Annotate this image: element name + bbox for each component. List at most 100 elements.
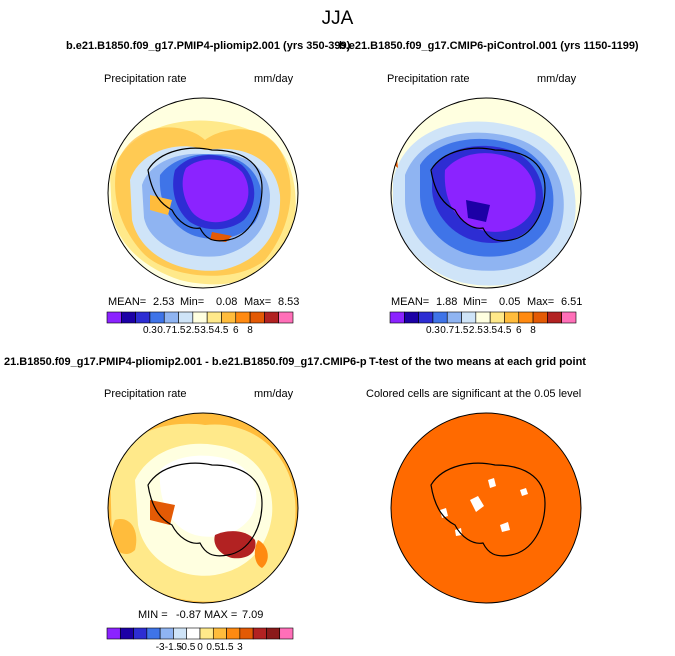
panel1-colorbar-tick-0: 0.3 xyxy=(143,325,157,336)
panel1-colorbar-box-12 xyxy=(278,311,294,324)
panel4-significance-label: Colored cells are significant at the 0.0… xyxy=(366,388,582,400)
panel2-colorbar-tick-6: 6 xyxy=(516,325,522,336)
panel2-colorbar-box-10 xyxy=(532,311,548,324)
panel3-colorbar-box-12 xyxy=(266,627,281,640)
panel3-colorbar-tick-6: 3 xyxy=(237,642,243,653)
panel2-colorbar-tick-3: 2.5 xyxy=(469,325,483,336)
panel2-colorbar-tick-5: 4.5 xyxy=(498,325,512,336)
panel4-map-border xyxy=(390,412,582,604)
panel1-min-value: 0.08 xyxy=(216,296,238,308)
panel3-map-border xyxy=(107,412,299,604)
panel1-colorbar-box-7 xyxy=(206,311,222,324)
panel2-colorbar-tick-0: 0.3 xyxy=(426,325,440,336)
panel1-colorbar-tick-6: 6 xyxy=(233,325,239,336)
panel2-colorbar-box-12 xyxy=(561,311,577,324)
panel3-case-header: 21.B1850.f09_g17.PMIP4-pliomip2.001 - b.… xyxy=(4,356,431,368)
panel2-min-label: Min= xyxy=(463,296,488,308)
panel2-case-header: b.e21.B1850.f09_g17.CMIP6-piControl.001 … xyxy=(339,40,639,52)
panel4-coastline xyxy=(430,462,546,557)
panel1-colorbar-tick-5: 4.5 xyxy=(215,325,229,336)
panel3-colorbar-tick-4: 0.5 xyxy=(206,642,220,653)
panel1-colorbar-tick-3: 2.5 xyxy=(186,325,200,336)
panel3-colorbar-box-13 xyxy=(279,627,294,640)
panel1-colorbar-tick-2: 1.5 xyxy=(172,325,186,336)
panel2-min-value: 0.05 xyxy=(499,296,521,308)
panel3-colorbar-box-3 xyxy=(146,627,161,640)
panel2-colorbar-box-9 xyxy=(518,311,534,324)
panel2-colorbar-tick-7: 8 xyxy=(530,325,536,336)
panel3-colorbar-box-4 xyxy=(159,627,174,640)
panel3-colorbar-box-8 xyxy=(212,627,227,640)
panel3-max-label: MAX = xyxy=(204,609,238,621)
panel1-coastline xyxy=(147,147,263,242)
panel1-variable-label: Precipitation rate xyxy=(104,73,187,85)
panel2-map-border xyxy=(390,97,582,289)
panel4-map xyxy=(391,413,581,603)
panel3-colorbar-box-10 xyxy=(239,627,254,640)
panel1-colorbar-box-8 xyxy=(221,311,237,324)
panel2-colorbar-box-8 xyxy=(504,311,520,324)
panel2-colorbar-box-11 xyxy=(547,311,562,324)
panel2-mean-value: 1.88 xyxy=(436,296,458,308)
panel1-colorbar-box-5 xyxy=(178,311,194,324)
panel2-max-label: Max= xyxy=(527,296,555,308)
panel3-min-value: -0.87 xyxy=(176,609,202,621)
panel2-mean-label: MEAN= xyxy=(391,296,430,308)
panel2-colorbar-tick-4: 3.5 xyxy=(483,325,497,336)
panel2-map xyxy=(391,98,581,288)
panel2-colorbar-box-4 xyxy=(446,311,462,324)
panel1-mean-label: MEAN= xyxy=(108,296,147,308)
panel1-colorbar-box-1 xyxy=(121,311,136,324)
panel3-colorbar-box-1 xyxy=(119,627,134,640)
panel3-colorbar-tick-2: -0.5 xyxy=(178,642,196,653)
panel1-colorbar-tick-4: 3.5 xyxy=(200,325,214,336)
panel2-colorbar-box-6 xyxy=(475,311,491,324)
panel1-case-header: b.e21.B1850.f09_g17.PMIP4-pliomip2.001 (… xyxy=(66,40,351,52)
panel1-colorbar-tick-1: 0.7 xyxy=(157,325,171,336)
panel2-variable-label: Precipitation rate xyxy=(387,73,470,85)
panel1-map xyxy=(108,98,298,288)
panel3-colorbar-tick-1: -1.5 xyxy=(165,642,183,653)
panel3-colorbar-tick-3: 0 xyxy=(197,642,203,653)
panel2-units-label: mm/day xyxy=(537,73,577,85)
panel2-colorbar-box-1 xyxy=(404,311,419,324)
panel2-colorbar-box-7 xyxy=(489,311,505,324)
panel3-colorbar-tick-0: -3 xyxy=(156,642,165,653)
panel1-max-label: Max= xyxy=(244,296,272,308)
panel3-map xyxy=(108,413,298,603)
panel1-colorbar-box-9 xyxy=(235,311,251,324)
panel2-colorbar-tick-1: 0.7 xyxy=(440,325,454,336)
panel1-colorbar-box-3 xyxy=(149,311,165,324)
panel1-mean-value: 2.53 xyxy=(153,296,175,308)
panel3-colorbar-box-0 xyxy=(106,627,121,640)
panel2-colorbar-tick-2: 1.5 xyxy=(455,325,469,336)
panel3-colorbar-box-2 xyxy=(133,627,148,640)
panel3-colorbar-box-11 xyxy=(252,627,267,640)
panel3-colorbar-box-9 xyxy=(226,627,241,640)
panel3-colorbar-box-5 xyxy=(173,627,188,640)
panel3-colorbar-box-7 xyxy=(199,627,214,640)
panel2-colorbar-box-3 xyxy=(432,311,448,324)
panel2-max-value: 6.51 xyxy=(561,296,583,308)
panel3-units-label: mm/day xyxy=(254,388,294,400)
page-title: JJA xyxy=(321,8,354,29)
panel1-colorbar-box-4 xyxy=(163,311,179,324)
panel1-colorbar-box-0 xyxy=(106,311,122,324)
colorbars: 0.3 0.7 1.5 2.5 3.5 4.5 6 8 0.3 0.7 1.5 2.5 3.5 4.5 6 8… xyxy=(106,311,577,653)
panel1-max-value: 8.53 xyxy=(278,296,300,308)
panel1-min-label: Min= xyxy=(180,296,205,308)
panel3-min-label: MIN = xyxy=(138,609,168,621)
panel1-colorbar-tick-7: 8 xyxy=(247,325,253,336)
panel3-colorbar-tick-5: 1.5 xyxy=(220,642,234,653)
panel2-colorbar-box-0 xyxy=(389,311,405,324)
panel4-case-header: T-test of the two means at each grid poi… xyxy=(367,356,588,368)
panel1-colorbar-box-2 xyxy=(135,311,151,324)
panel1-map-border xyxy=(107,97,299,289)
panel2-coastline xyxy=(430,147,546,242)
panel2-colorbar-box-5 xyxy=(461,311,477,324)
panel3-variable-label: Precipitation rate xyxy=(104,388,187,400)
panel1-colorbar-box-6 xyxy=(192,311,208,324)
panel2-colorbar-box-2 xyxy=(418,311,434,324)
panel3-colorbar-box-6 xyxy=(186,627,201,640)
